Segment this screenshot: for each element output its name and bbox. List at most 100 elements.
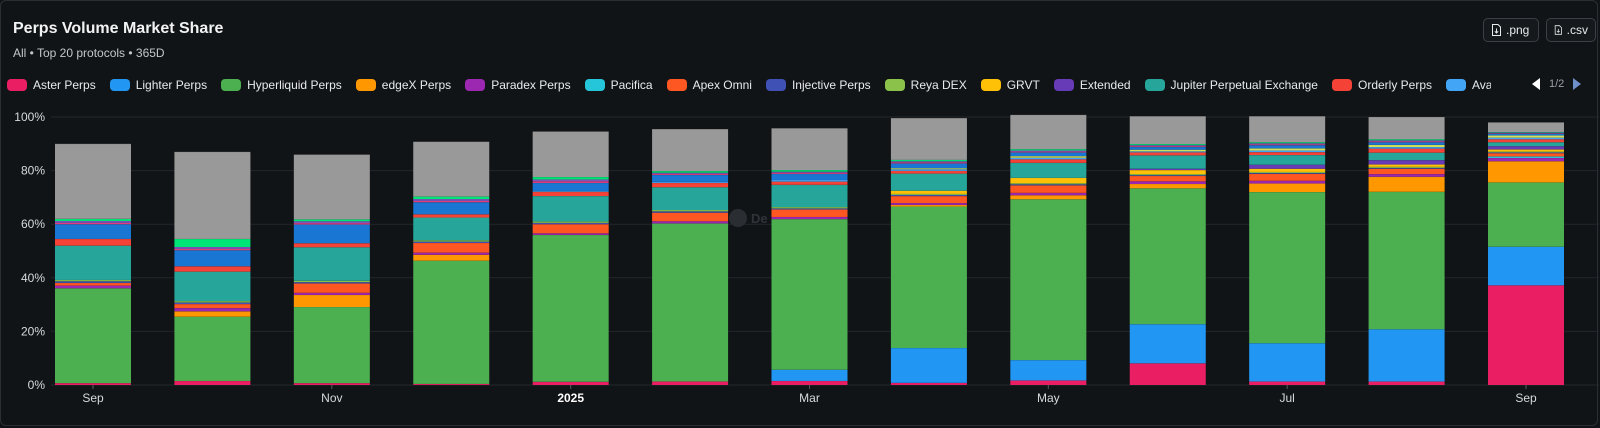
bar-segment[interactable] xyxy=(532,181,609,183)
bar-segment[interactable] xyxy=(532,222,609,225)
bar-segment[interactable] xyxy=(890,170,967,174)
bar-segment[interactable] xyxy=(1368,147,1445,149)
legend-item[interactable]: Jupiter Perpetual Exchange xyxy=(1144,75,1318,95)
bar-segment[interactable] xyxy=(293,383,370,385)
bar-segment[interactable] xyxy=(1488,132,1564,133)
bar-segment[interactable] xyxy=(652,187,729,210)
bar-segment[interactable] xyxy=(1010,162,1087,178)
bar-segment[interactable] xyxy=(771,209,848,217)
bar-segment[interactable] xyxy=(771,208,848,210)
bar-segment[interactable] xyxy=(174,380,251,385)
bar-segment[interactable] xyxy=(55,282,131,286)
bar-segment[interactable] xyxy=(532,177,609,180)
bar-segment[interactable] xyxy=(293,294,370,308)
bar-segment[interactable] xyxy=(890,161,967,163)
bar-segment[interactable] xyxy=(1129,324,1206,364)
bar-segment[interactable] xyxy=(1368,168,1445,175)
bar-segment[interactable] xyxy=(1129,175,1206,182)
legend-item[interactable]: Orderly Perps xyxy=(1331,75,1432,95)
bar-segment[interactable] xyxy=(1010,157,1087,160)
bar-segment[interactable] xyxy=(1129,184,1206,189)
bar-segment[interactable] xyxy=(1010,159,1087,163)
bar-segment[interactable] xyxy=(1249,164,1326,169)
bar-stack[interactable] xyxy=(1010,114,1087,385)
bar-segment[interactable] xyxy=(890,203,967,205)
export-csv-button[interactable]: .csv xyxy=(1546,18,1596,42)
bar-stack[interactable] xyxy=(413,141,490,385)
bar-segment[interactable] xyxy=(1249,155,1326,165)
legend-item[interactable]: Pacifica xyxy=(584,75,653,95)
bar-segment[interactable] xyxy=(174,316,251,381)
bar-segment[interactable] xyxy=(1129,170,1206,175)
bar-stack[interactable] xyxy=(1249,115,1326,385)
bar-segment[interactable] xyxy=(1129,363,1206,385)
bar-segment[interactable] xyxy=(1368,117,1445,140)
bar-segment[interactable] xyxy=(532,190,609,192)
bar-segment[interactable] xyxy=(1129,144,1206,146)
bar-segment[interactable] xyxy=(1368,140,1445,142)
bar-segment[interactable] xyxy=(652,129,729,172)
bar-segment[interactable] xyxy=(55,222,131,225)
bar-segment[interactable] xyxy=(652,212,729,222)
bar-segment[interactable] xyxy=(890,190,967,194)
legend-item[interactable]: Hyperliquid Perps xyxy=(221,75,342,95)
bar-segment[interactable] xyxy=(1010,152,1087,157)
bar-segment[interactable] xyxy=(174,302,251,305)
bar-segment[interactable] xyxy=(771,170,848,172)
bar-stack[interactable] xyxy=(890,117,967,385)
bar-segment[interactable] xyxy=(532,196,609,222)
bar-segment[interactable] xyxy=(1010,183,1087,185)
bar-segment[interactable] xyxy=(532,179,609,182)
bar-segment[interactable] xyxy=(1010,184,1087,186)
bar-segment[interactable] xyxy=(532,191,609,197)
bar-segment[interactable] xyxy=(413,217,490,241)
bar-segment[interactable] xyxy=(1488,285,1564,385)
bar-stack[interactable] xyxy=(1368,116,1445,385)
bar-segment[interactable] xyxy=(1488,133,1564,134)
bar-segment[interactable] xyxy=(652,182,729,188)
bar-segment[interactable] xyxy=(771,380,848,385)
bar-segment[interactable] xyxy=(1129,145,1206,147)
bar-segment[interactable] xyxy=(652,381,729,385)
bar-segment[interactable] xyxy=(890,382,967,385)
bar-segment[interactable] xyxy=(1368,191,1445,330)
legend-item[interactable]: Paradex Perps xyxy=(465,75,571,95)
bar-segment[interactable] xyxy=(1488,137,1564,140)
bar-stack[interactable] xyxy=(55,143,131,385)
bar-segment[interactable] xyxy=(532,221,609,223)
bar-segment[interactable] xyxy=(174,304,251,309)
bar-segment[interactable] xyxy=(1129,155,1206,169)
bar-segment[interactable] xyxy=(1129,168,1206,171)
bar-segment[interactable] xyxy=(55,279,131,282)
bar-stack[interactable] xyxy=(1129,115,1206,385)
bar-segment[interactable] xyxy=(55,288,131,384)
bar-segment[interactable] xyxy=(1488,151,1564,153)
bar-segment[interactable] xyxy=(55,383,131,385)
bar-segment[interactable] xyxy=(174,301,251,303)
bar-segment[interactable] xyxy=(890,173,967,191)
bar-segment[interactable] xyxy=(771,179,848,182)
bar-segment[interactable] xyxy=(652,181,729,183)
bar-segment[interactable] xyxy=(890,168,967,170)
bar-segment[interactable] xyxy=(55,285,131,289)
bar-segment[interactable] xyxy=(1249,173,1326,181)
bar-segment[interactable] xyxy=(652,171,729,173)
bar-segment[interactable] xyxy=(293,243,370,248)
bar-segment[interactable] xyxy=(890,162,967,164)
bar-segment[interactable] xyxy=(55,220,131,223)
legend-item[interactable]: Apex Omni xyxy=(666,75,752,95)
bar-segment[interactable] xyxy=(1368,142,1445,145)
bar-segment[interactable] xyxy=(1010,192,1087,196)
bar-segment[interactable] xyxy=(413,252,490,255)
bar-segment[interactable] xyxy=(174,311,251,317)
bar-segment[interactable] xyxy=(1249,183,1326,193)
bar-segment[interactable] xyxy=(1010,185,1087,193)
bar-segment[interactable] xyxy=(1368,144,1445,148)
bar-segment[interactable] xyxy=(413,383,490,385)
bar-segment[interactable] xyxy=(1488,122,1564,133)
bar-segment[interactable] xyxy=(1249,116,1326,143)
bar-segment[interactable] xyxy=(413,202,490,215)
bar-segment[interactable] xyxy=(293,154,370,220)
bar-segment[interactable] xyxy=(1368,152,1445,161)
bar-segment[interactable] xyxy=(1488,135,1564,138)
